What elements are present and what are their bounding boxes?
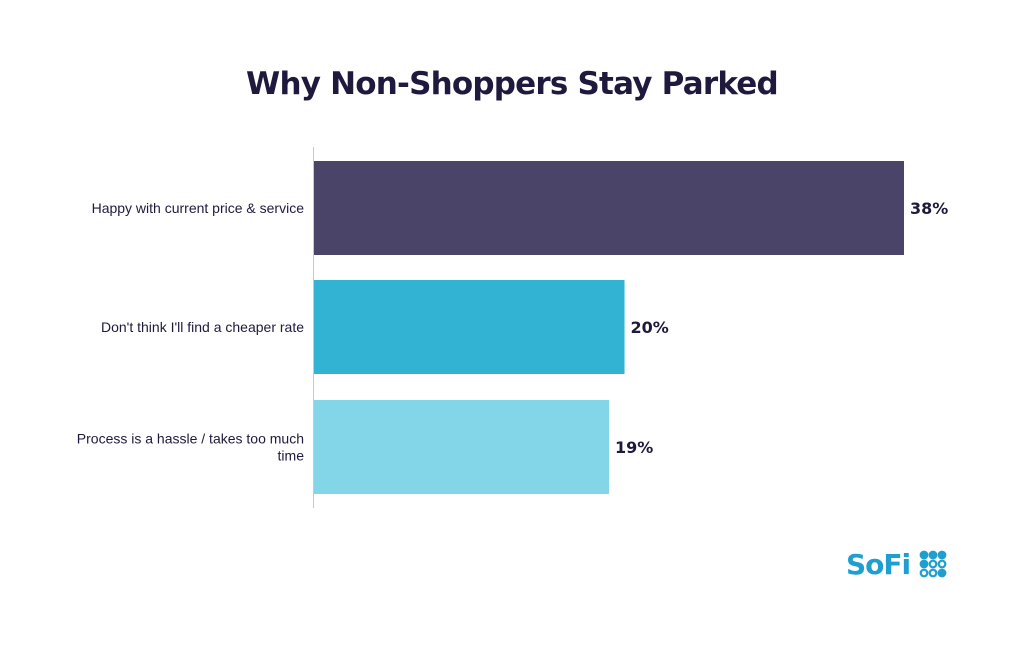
category-label-1: Happy with current price & service xyxy=(92,200,305,216)
category-label-line: Don't think I'll find a cheaper rate xyxy=(101,319,304,335)
bar-3 xyxy=(314,400,609,494)
sofi-logo-mark-icon xyxy=(919,550,947,578)
bar-1 xyxy=(314,161,904,255)
category-label-line: Happy with current price & service xyxy=(92,200,305,216)
category-label-3: Process is a hassle / takes too much time xyxy=(77,431,304,464)
chart-title: Why Non-Shoppers Stay Parked xyxy=(246,66,779,102)
sofi-logo-text: SoFi xyxy=(846,548,911,581)
bar-value-label-2: 20% xyxy=(631,318,669,337)
category-label-line: time xyxy=(278,448,305,464)
category-label-line: Process is a hassle / takes too much xyxy=(77,431,304,447)
bar-value-label-1: 38% xyxy=(910,199,948,218)
category-label-2: Don't think I'll find a cheaper rate xyxy=(101,319,304,335)
bar-2 xyxy=(314,280,625,374)
sofi-logo: SoFi xyxy=(846,548,956,584)
bar-value-label-3: 19% xyxy=(615,438,653,457)
